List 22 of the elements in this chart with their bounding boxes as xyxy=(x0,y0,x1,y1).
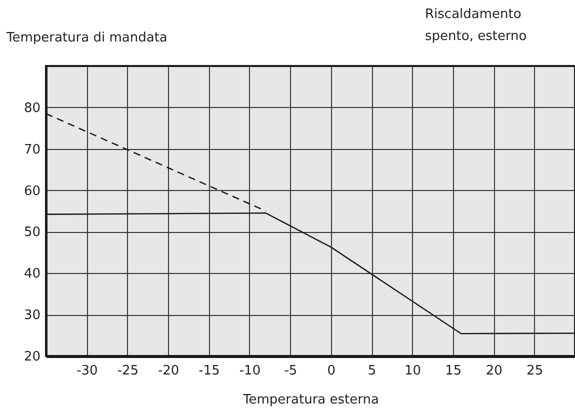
x-tick-label: 0 xyxy=(327,364,336,378)
y-tick-label: 50 xyxy=(24,225,40,240)
y-tick-label: 70 xyxy=(24,142,40,158)
x-tick-label: 15 xyxy=(445,364,462,378)
x-tick-label: -25 xyxy=(117,364,138,378)
y-tick-label: 80 xyxy=(24,100,40,116)
y-axis-title: Temperatura di mandata xyxy=(6,30,168,46)
y-tick-label: 20 xyxy=(24,350,40,364)
x-tick-label: 20 xyxy=(486,364,502,378)
y-tick-label: 60 xyxy=(24,184,40,199)
text: Riscaldamento spento, esterno xyxy=(425,7,527,44)
x-tick-label: -20 xyxy=(158,364,180,378)
x-tick-label: 25 xyxy=(526,364,544,378)
x-tick-label: -15 xyxy=(198,364,220,378)
y-tick-label: 30 xyxy=(24,308,40,324)
x-tick-label: 10 xyxy=(404,364,422,378)
x-tick-label: -5 xyxy=(284,364,298,378)
x-axis-title: Temperatura esterna xyxy=(242,392,379,408)
y-tick-label: 40 xyxy=(24,266,40,282)
x-tick-label: -30 xyxy=(76,364,98,378)
x-tick-label: 5 xyxy=(368,364,376,378)
x-tick-label: -10 xyxy=(239,364,261,378)
